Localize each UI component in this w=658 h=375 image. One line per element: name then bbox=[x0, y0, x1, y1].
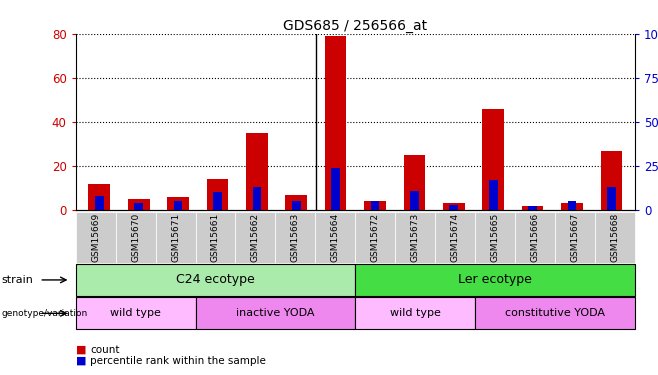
Title: GDS685 / 256566_at: GDS685 / 256566_at bbox=[283, 19, 428, 33]
Text: GSM15670: GSM15670 bbox=[131, 213, 140, 262]
Text: GSM15664: GSM15664 bbox=[331, 213, 340, 262]
Bar bbox=[292, 201, 301, 210]
Text: GSM15661: GSM15661 bbox=[211, 213, 220, 262]
Bar bbox=[95, 196, 104, 210]
Text: GSM15662: GSM15662 bbox=[251, 213, 260, 262]
Text: GSM15663: GSM15663 bbox=[291, 213, 300, 262]
Bar bbox=[286, 195, 307, 210]
Bar bbox=[410, 190, 418, 210]
Bar bbox=[522, 206, 544, 210]
Text: GSM15665: GSM15665 bbox=[491, 213, 499, 262]
Bar bbox=[489, 180, 497, 210]
Bar bbox=[167, 197, 189, 210]
Text: ■: ■ bbox=[76, 356, 86, 366]
Text: GSM15672: GSM15672 bbox=[371, 213, 380, 262]
Bar bbox=[253, 187, 261, 210]
Text: GSM15674: GSM15674 bbox=[451, 213, 460, 262]
Bar bbox=[403, 155, 425, 210]
Bar bbox=[331, 168, 340, 210]
Bar bbox=[443, 203, 465, 210]
Bar bbox=[207, 179, 228, 210]
Bar bbox=[528, 207, 537, 210]
Bar bbox=[449, 205, 458, 210]
Bar bbox=[568, 201, 576, 210]
Bar bbox=[88, 184, 110, 210]
Text: percentile rank within the sample: percentile rank within the sample bbox=[90, 356, 266, 366]
Text: count: count bbox=[90, 345, 120, 355]
Text: genotype/variation: genotype/variation bbox=[1, 309, 88, 318]
Bar bbox=[601, 150, 622, 210]
Text: GSM15673: GSM15673 bbox=[411, 213, 420, 262]
Bar bbox=[370, 201, 380, 210]
Bar bbox=[134, 203, 143, 210]
Bar bbox=[174, 201, 182, 210]
Text: ■: ■ bbox=[76, 345, 86, 355]
Text: GSM15667: GSM15667 bbox=[570, 213, 580, 262]
Text: C24 ecotype: C24 ecotype bbox=[176, 273, 255, 286]
Text: GSM15669: GSM15669 bbox=[91, 213, 100, 262]
Bar bbox=[128, 199, 149, 210]
Bar bbox=[561, 203, 583, 210]
Text: GSM15666: GSM15666 bbox=[530, 213, 540, 262]
Bar bbox=[607, 187, 616, 210]
Bar bbox=[213, 192, 222, 210]
Text: Ler ecotype: Ler ecotype bbox=[458, 273, 532, 286]
Bar bbox=[246, 133, 268, 210]
Bar bbox=[482, 109, 504, 210]
Bar bbox=[364, 201, 386, 210]
Text: GSM15671: GSM15671 bbox=[171, 213, 180, 262]
Text: constitutive YODA: constitutive YODA bbox=[505, 308, 605, 318]
Bar bbox=[325, 36, 347, 210]
Text: GSM15668: GSM15668 bbox=[611, 213, 619, 262]
Text: strain: strain bbox=[1, 275, 33, 285]
Text: inactive YODA: inactive YODA bbox=[236, 308, 315, 318]
Text: wild type: wild type bbox=[390, 308, 441, 318]
Text: wild type: wild type bbox=[110, 308, 161, 318]
